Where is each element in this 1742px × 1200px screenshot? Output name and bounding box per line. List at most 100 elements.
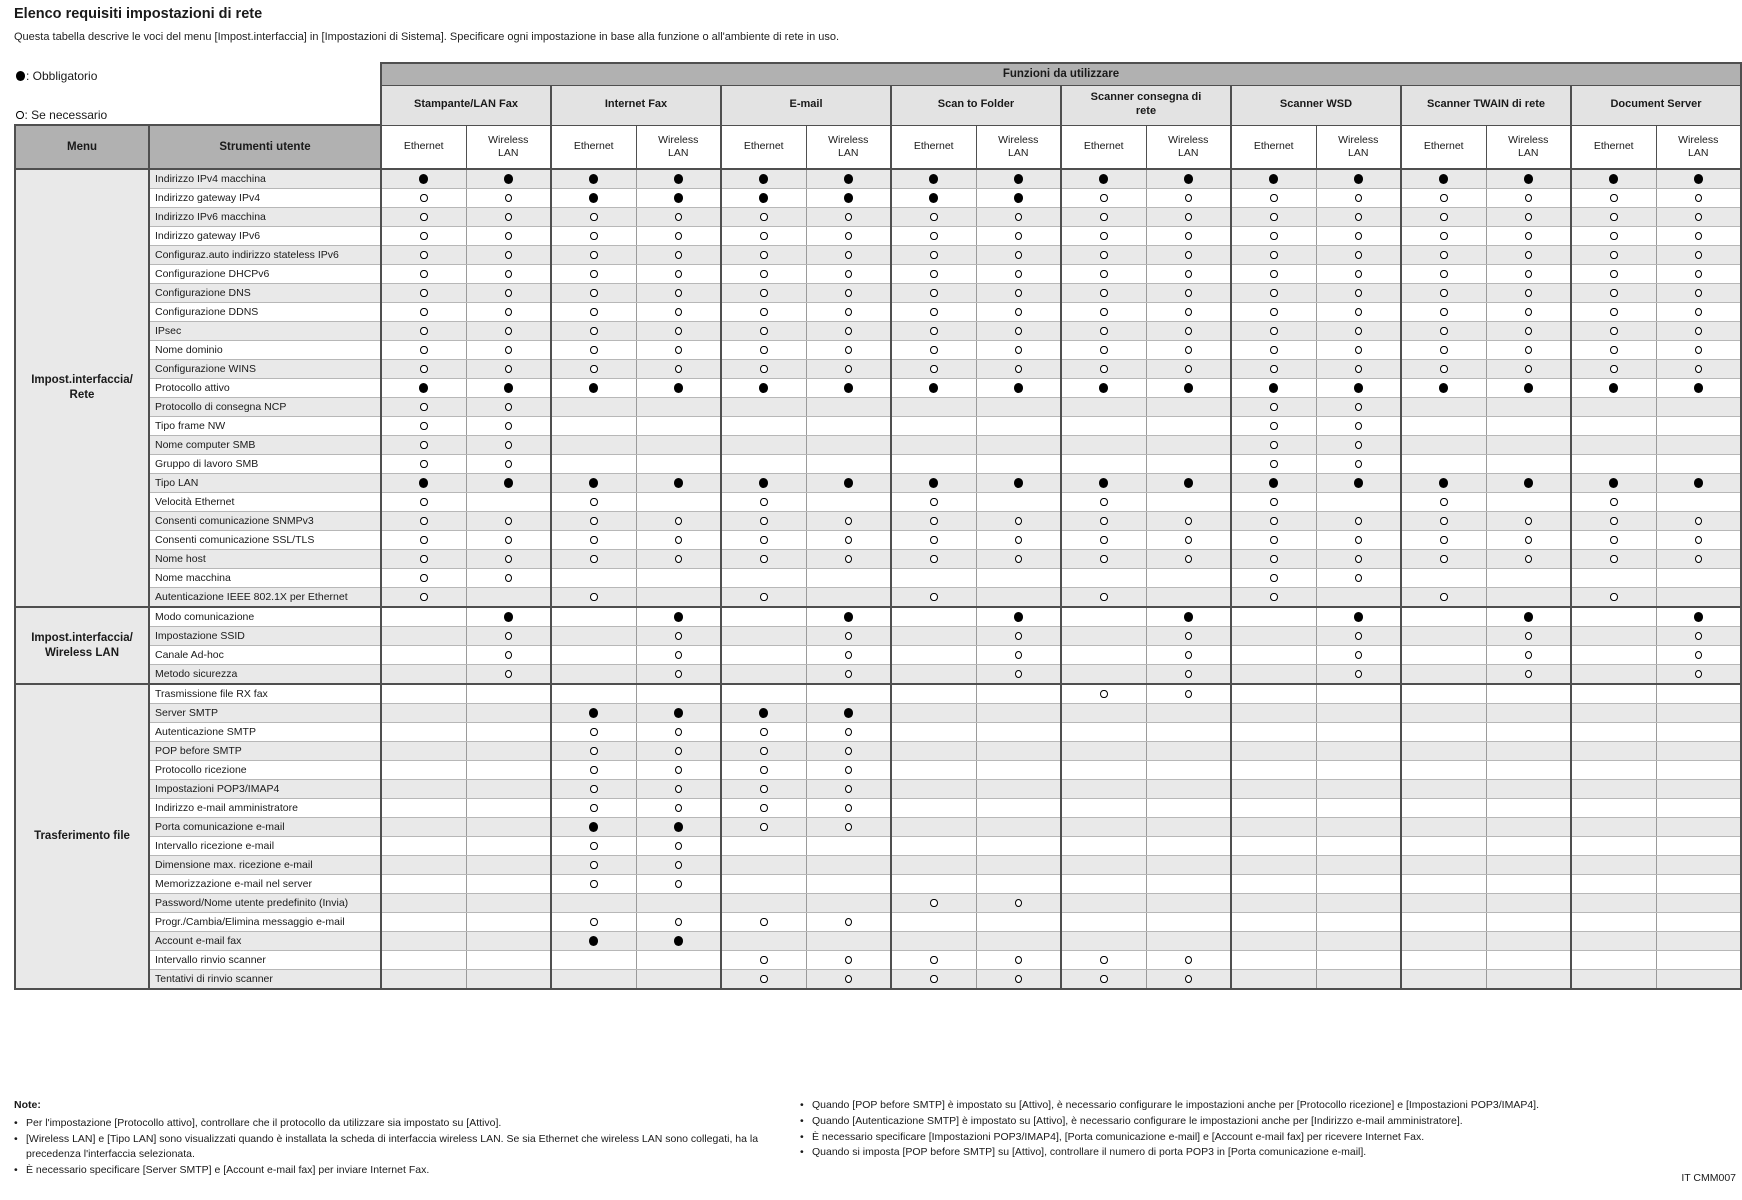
- matrix-cell: [465, 950, 552, 970]
- table-row: Gruppo di lavoro SMB: [15, 454, 1742, 474]
- optional-dot-icon: [1270, 345, 1278, 355]
- matrix-cell: [1570, 549, 1657, 569]
- optional-dot-icon: [1184, 974, 1192, 984]
- optional-dot-icon: [1610, 307, 1618, 317]
- matrix-cell: [465, 836, 552, 856]
- matrix-cell: [975, 568, 1062, 588]
- optional-dot-icon: [1610, 326, 1618, 336]
- required-dot-icon: [1269, 383, 1279, 393]
- optional-dot-icon: [590, 497, 598, 507]
- matrix-cell: [720, 645, 807, 665]
- matrix-cell: [635, 511, 722, 531]
- note-item: • È necessario specificare [Impostazioni …: [800, 1130, 1728, 1146]
- matrix-cell: [1060, 188, 1147, 208]
- matrix-cell: [1060, 264, 1147, 284]
- optional-dot-icon: [1100, 955, 1108, 965]
- matrix-cell: [1315, 435, 1402, 455]
- matrix-cell: [1060, 874, 1147, 894]
- optional-dot-icon: [1184, 269, 1192, 279]
- matrix-cell: [975, 188, 1062, 208]
- optional-dot-icon: [1610, 231, 1618, 241]
- optional-dot-icon: [1100, 535, 1108, 545]
- matrix-cell: [1570, 645, 1657, 665]
- matrix-cell: [380, 568, 467, 588]
- matrix-cell: [1060, 416, 1147, 436]
- bullet-icon: •: [800, 1114, 804, 1127]
- optional-dot-icon: [1184, 345, 1192, 355]
- optional-dot-icon: [1184, 535, 1192, 545]
- matrix-cell: [465, 874, 552, 894]
- matrix-cell: [1060, 703, 1147, 723]
- setting-row-label: Consenti comunicazione SNMPv3: [148, 511, 382, 531]
- setting-row-label: Memorizzazione e-mail nel server: [148, 874, 382, 894]
- matrix-cell: [890, 226, 977, 246]
- note-text: È necessario specificare [Impostazioni P…: [812, 1130, 1425, 1143]
- required-dot-icon: [589, 478, 599, 488]
- setting-row-label: Protocollo di consegna NCP: [148, 397, 382, 417]
- optional-dot-icon: [930, 326, 938, 336]
- matrix-cell: [380, 340, 467, 360]
- optional-dot-icon: [1014, 631, 1022, 641]
- matrix-cell: [1400, 321, 1487, 341]
- optional-dot-icon: [1354, 459, 1362, 469]
- optional-dot-icon: [844, 974, 852, 984]
- required-dot-icon: [759, 708, 769, 718]
- matrix-cell: [720, 606, 807, 627]
- required-dot-icon: [1439, 174, 1449, 184]
- matrix-cell: [1655, 950, 1742, 970]
- matrix-cell: [1655, 931, 1742, 951]
- required-dot-icon: [843, 708, 853, 718]
- required-dot-icon: [1693, 383, 1703, 393]
- matrix-cell: [380, 893, 467, 913]
- matrix-cell: [1570, 168, 1657, 189]
- matrix-cell: [1655, 664, 1742, 685]
- matrix-cell: [465, 912, 552, 932]
- optional-dot-icon: [760, 917, 768, 927]
- optional-dot-icon: [760, 288, 768, 298]
- optional-dot-icon: [590, 803, 598, 813]
- table-row: Autenticazione IEEE 802.1X per Ethernet: [15, 587, 1742, 608]
- matrix-cell: [890, 188, 977, 208]
- matrix-cell: [1230, 226, 1317, 246]
- matrix-cell: [1230, 587, 1317, 608]
- matrix-cell: [890, 416, 977, 436]
- matrix-cell: [465, 931, 552, 951]
- optional-dot-icon: [1354, 650, 1362, 660]
- matrix-cell: [1145, 722, 1232, 742]
- matrix-cell: [975, 397, 1062, 417]
- matrix-cell: [1315, 530, 1402, 550]
- matrix-cell: [1145, 741, 1232, 761]
- matrix-cell: [975, 855, 1062, 875]
- required-dot-icon: [673, 822, 683, 832]
- table-row: Indirizzo gateway IPv4: [15, 188, 1742, 208]
- matrix-cell: [1485, 683, 1572, 704]
- matrix-cell: [1060, 549, 1147, 569]
- matrix-cell: [1400, 817, 1487, 837]
- table-row: Progr./Cambia/Elimina messaggio e-mail: [15, 912, 1742, 932]
- matrix-cell: [805, 626, 892, 646]
- table-row: Consenti comunicazione SNMPv3: [15, 511, 1742, 531]
- matrix-cell: [1230, 645, 1317, 665]
- matrix-cell: [380, 722, 467, 742]
- table-row: Impostazione SSID: [15, 626, 1742, 646]
- matrix-cell: [1060, 207, 1147, 227]
- matrix-cell: [1315, 722, 1402, 742]
- optional-dot-icon: [1100, 516, 1108, 526]
- matrix-cell: [550, 321, 637, 341]
- matrix-cell: [975, 378, 1062, 398]
- optional-dot-icon: [1440, 535, 1448, 545]
- optional-dot-icon: [504, 573, 512, 583]
- matrix-cell: [380, 855, 467, 875]
- matrix-cell: [1570, 492, 1657, 512]
- matrix-cell: [380, 798, 467, 818]
- table-row: Protocollo attivo: [15, 378, 1742, 398]
- matrix-cell: [550, 188, 637, 208]
- matrix-cell: [805, 245, 892, 265]
- matrix-cell: [1400, 912, 1487, 932]
- optional-dot-icon: [504, 307, 512, 317]
- matrix-cell: [1570, 283, 1657, 303]
- matrix-cell: [550, 416, 637, 436]
- matrix-cell: [1655, 549, 1742, 569]
- matrix-cell: [1570, 912, 1657, 932]
- matrix-cell: [465, 817, 552, 837]
